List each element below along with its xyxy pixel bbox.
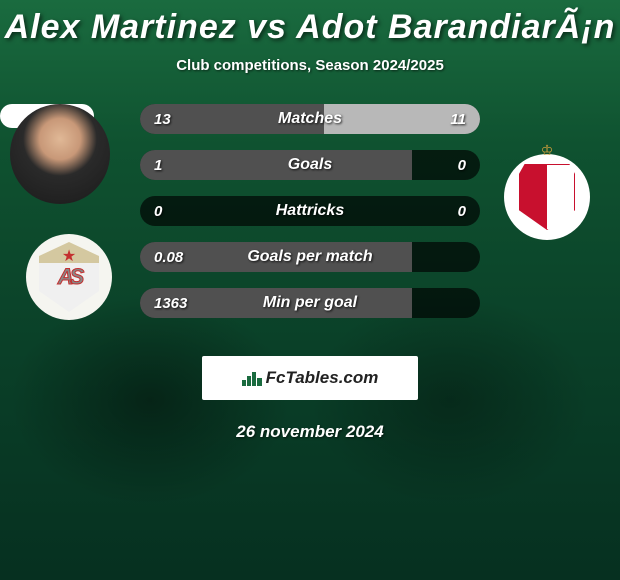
page-title: Alex Martinez vs Adot BarandiarÃ¡n <box>0 8 620 47</box>
content-wrapper: Alex Martinez vs Adot BarandiarÃ¡n Club … <box>0 0 620 442</box>
stat-value-left: 1363 <box>140 295 200 312</box>
stat-value-right: 0 <box>420 157 480 174</box>
stat-label: Hattricks <box>200 202 420 220</box>
stat-row: 0.08Goals per match <box>140 242 480 272</box>
stat-label: Matches <box>200 110 420 128</box>
stat-bars-container: 13Matches111Goals00Hattricks00.08Goals p… <box>140 104 480 334</box>
brand-badge: FcTables.com <box>202 356 418 400</box>
stat-label: Goals <box>200 156 420 174</box>
club-badge-left-initials: AS <box>58 264 81 290</box>
club-badge-left: ★ AS <box>26 234 112 320</box>
stat-value-right: 11 <box>420 111 480 128</box>
stat-label: Goals per match <box>200 248 420 266</box>
star-icon: ★ <box>62 246 76 266</box>
crown-icon: ♔ <box>541 142 554 159</box>
stat-row: 1363Min per goal <box>140 288 480 318</box>
stat-label: Min per goal <box>200 294 420 312</box>
club-badge-right: ♔ <box>504 154 590 240</box>
stat-value-left: 0.08 <box>140 249 200 266</box>
club-badge-right-shield <box>519 164 575 230</box>
comparison-zone: ★ AS ♔ 13Matches111Goals00Hattricks00.08… <box>0 104 620 344</box>
player-left-avatar <box>10 104 110 204</box>
bar-chart-icon <box>242 370 262 386</box>
brand-text: FcTables.com <box>266 368 379 388</box>
stat-value-left: 0 <box>140 203 200 220</box>
stat-row: 13Matches11 <box>140 104 480 134</box>
stat-value-left: 1 <box>140 157 200 174</box>
page-subtitle: Club competitions, Season 2024/2025 <box>0 57 620 74</box>
stat-value-right: 0 <box>420 203 480 220</box>
club-badge-left-shield: ★ AS <box>39 242 99 312</box>
stat-row: 0Hattricks0 <box>140 196 480 226</box>
snapshot-date: 26 november 2024 <box>0 422 620 442</box>
stat-row: 1Goals0 <box>140 150 480 180</box>
stat-value-left: 13 <box>140 111 200 128</box>
